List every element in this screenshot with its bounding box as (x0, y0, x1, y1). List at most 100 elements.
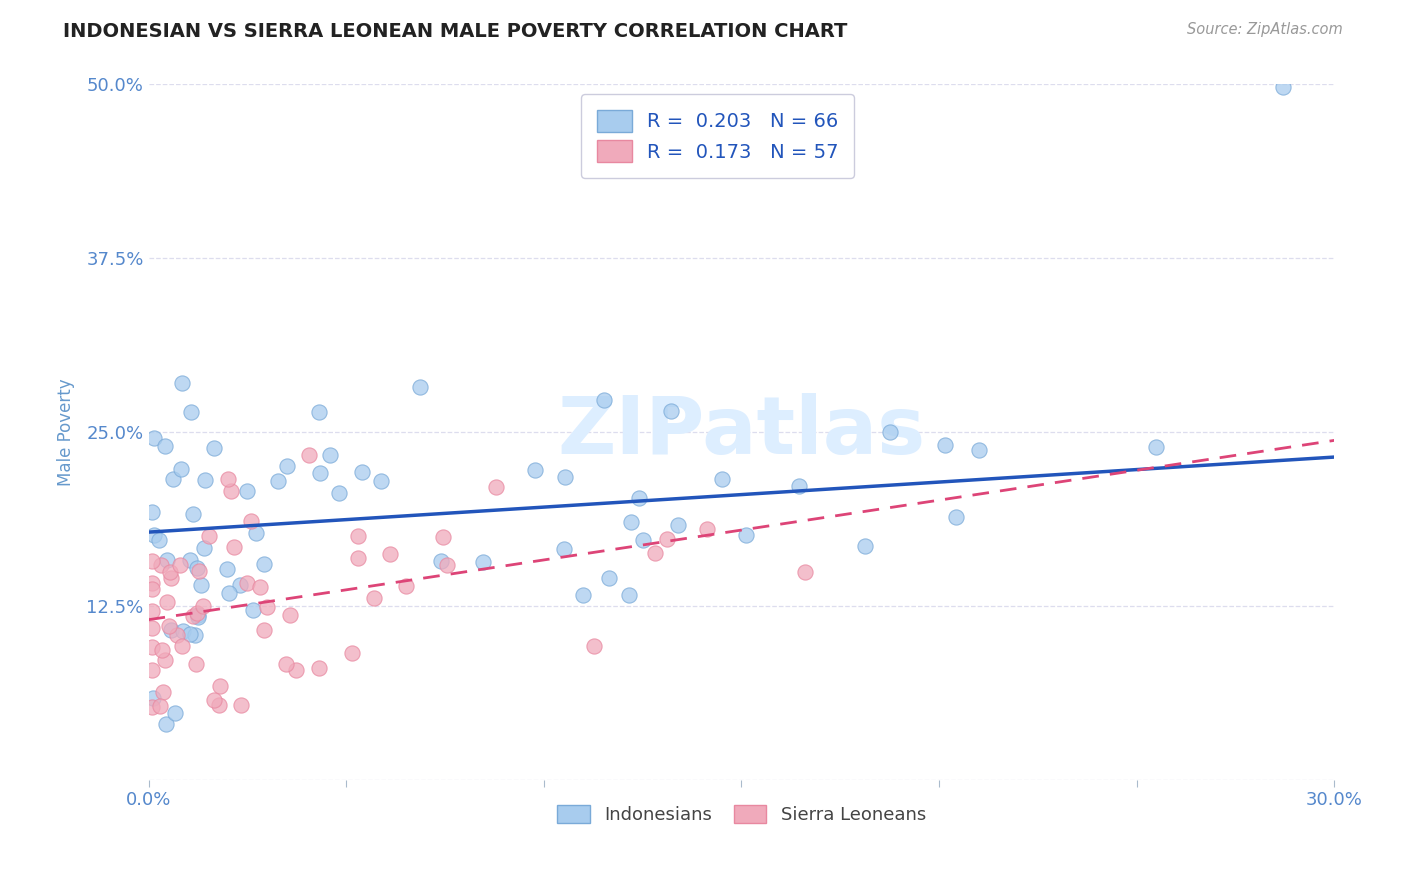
Text: Source: ZipAtlas.com: Source: ZipAtlas.com (1187, 22, 1343, 37)
Point (141, 582, 163, 596)
Point (188, 565, 211, 579)
Point (620, 515, 643, 529)
Point (236, 484, 259, 499)
Point (172, 639, 194, 653)
Point (278, 608, 301, 623)
Point (787, 479, 810, 493)
Point (143, 431, 166, 445)
Point (172, 624, 194, 638)
Point (191, 599, 214, 614)
Point (194, 474, 217, 488)
Point (180, 405, 202, 419)
Point (319, 448, 342, 462)
Point (202, 442, 225, 456)
Point (794, 565, 817, 579)
Point (430, 553, 453, 567)
Point (186, 561, 208, 575)
Point (249, 580, 271, 594)
Point (148, 533, 170, 548)
Point (170, 462, 193, 476)
Point (328, 486, 350, 500)
Point (187, 608, 209, 623)
Point (156, 595, 179, 609)
Point (157, 619, 180, 633)
Point (274, 657, 297, 672)
Point (184, 657, 207, 671)
Point (1272, 80, 1295, 95)
Point (242, 603, 264, 617)
Text: INDONESIAN VS SIERRA LEONEAN MALE POVERTY CORRELATION CHART: INDONESIAN VS SIERRA LEONEAN MALE POVERT… (63, 22, 848, 41)
Point (363, 591, 385, 605)
Text: ZIPatlas: ZIPatlas (557, 393, 925, 471)
Point (186, 606, 208, 620)
Point (945, 509, 967, 524)
Point (141, 506, 163, 520)
Point (553, 542, 575, 557)
Point (141, 699, 163, 714)
Point (346, 551, 368, 566)
Point (202, 693, 225, 707)
Y-axis label: Male Poverty: Male Poverty (58, 378, 75, 486)
Point (222, 540, 245, 554)
Point (297, 448, 319, 462)
Point (217, 562, 239, 576)
Point (285, 663, 308, 677)
Point (155, 717, 177, 731)
Point (934, 438, 956, 452)
Point (617, 588, 640, 602)
Point (156, 552, 179, 566)
Point (166, 628, 188, 642)
Point (308, 661, 330, 675)
Point (162, 472, 184, 486)
Point (150, 558, 173, 572)
Point (655, 532, 678, 546)
Point (149, 698, 172, 713)
Point (183, 628, 205, 642)
Point (219, 484, 242, 499)
Point (485, 479, 508, 493)
Point (187, 610, 209, 624)
Point (159, 571, 181, 585)
Point (155, 653, 177, 667)
Point (229, 578, 252, 592)
Point (853, 539, 876, 553)
Point (141, 640, 163, 654)
Point (661, 403, 683, 417)
Point (183, 507, 205, 521)
Point (198, 529, 221, 543)
Point (1144, 440, 1167, 454)
Point (159, 566, 181, 580)
Point (245, 525, 267, 540)
Point (592, 392, 614, 407)
Point (181, 608, 204, 623)
Point (256, 599, 278, 614)
Point (208, 679, 231, 693)
Point (711, 472, 734, 486)
Point (380, 547, 402, 561)
Point (644, 546, 666, 560)
Point (153, 439, 176, 453)
Point (409, 380, 432, 394)
Point (432, 530, 454, 544)
Point (170, 376, 193, 391)
Point (150, 642, 173, 657)
Point (631, 533, 654, 548)
Point (141, 576, 163, 591)
Point (235, 575, 257, 590)
Point (308, 404, 330, 418)
Point (350, 465, 373, 479)
Point (152, 685, 174, 699)
Point (240, 514, 263, 528)
Point (696, 522, 718, 536)
Point (217, 472, 239, 486)
Point (342, 646, 364, 660)
Point (141, 621, 163, 635)
Point (267, 474, 290, 488)
Point (471, 555, 494, 569)
Point (436, 558, 458, 573)
Point (735, 528, 758, 542)
Legend: Indonesians, Sierra Leoneans: Indonesians, Sierra Leoneans (548, 796, 935, 833)
Point (142, 690, 165, 705)
Point (554, 470, 576, 484)
Point (276, 458, 298, 473)
